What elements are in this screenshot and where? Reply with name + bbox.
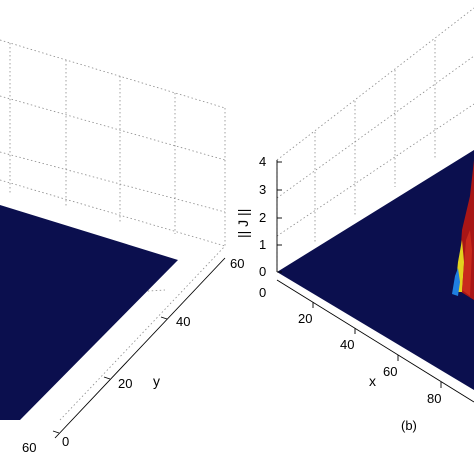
left-y-axis <box>54 257 226 439</box>
right-x-tick-label-0: 0 <box>259 285 266 300</box>
left-y-tick-label-60: 60 <box>230 256 244 271</box>
right-x-ticks <box>312 302 442 388</box>
left-y-axis-label: y <box>153 373 160 389</box>
left-panel: 0 20 40 60 y 60 <box>0 39 244 455</box>
panel-caption-b: (b) <box>401 418 417 433</box>
right-panel: 0 1 2 3 4 || J || 0 20 40 60 80 x (b) <box>235 7 474 433</box>
right-z-tick-label-3: 3 <box>259 182 266 197</box>
right-z-tick-label-4: 4 <box>259 154 266 169</box>
left-y-tick-label-20: 20 <box>118 376 132 391</box>
right-z-tick-label-1: 1 <box>259 237 266 252</box>
right-peak <box>452 160 474 300</box>
right-z-ticks <box>277 161 282 273</box>
right-x-tick-label-40: 40 <box>340 337 354 352</box>
left-y-tick-label-40: 40 <box>176 314 190 329</box>
right-z-tick-label-2: 2 <box>259 210 266 225</box>
left-surface <box>0 205 178 420</box>
left-grid <box>0 39 226 421</box>
left-y-tick-label-0: 0 <box>62 434 69 449</box>
right-x-axis-label: x <box>369 373 376 389</box>
right-z-tick-label-0: 0 <box>259 264 266 279</box>
right-x-tick-label-60: 60 <box>383 364 397 379</box>
left-y-ticks <box>52 316 168 434</box>
right-x-tick-label-80: 80 <box>427 391 441 406</box>
right-surface <box>277 150 474 390</box>
right-x-tick-label-20: 20 <box>298 311 312 326</box>
right-z-axis-label: || J || <box>235 209 251 238</box>
left-x-tick-label-60: 60 <box>22 440 36 455</box>
right-x-axis <box>276 279 474 403</box>
